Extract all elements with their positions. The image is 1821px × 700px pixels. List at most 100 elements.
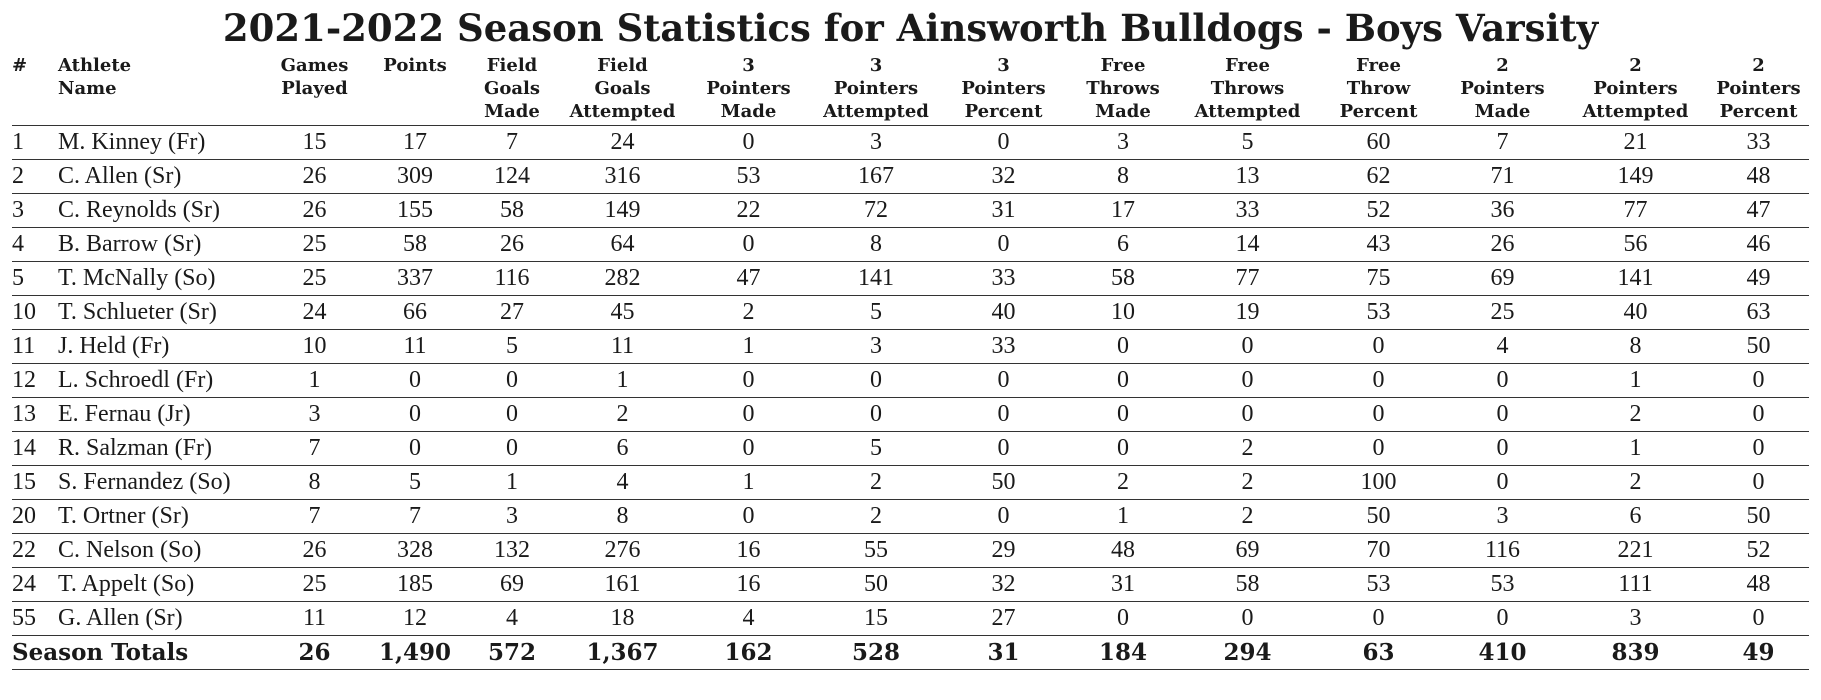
column-header: 3 Pointers Made: [686, 52, 811, 126]
stat-cell: 45: [559, 295, 686, 330]
column-header-line: Percent: [1339, 101, 1418, 122]
stat-cell: 0: [1315, 329, 1442, 364]
stat-cell: 0: [1180, 363, 1315, 398]
column-header-line: Attempted: [569, 101, 676, 122]
column-header-line: Throw: [1346, 78, 1411, 99]
total-stat-cell: 294: [1180, 635, 1315, 670]
stat-cell: 5: [811, 295, 941, 330]
table-row: 15 S. Fernandez (So) 8 5 1 4 1 2 50 2 2 100 0 2 0: [12, 465, 1809, 500]
column-header: 3 Pointers Percent: [941, 52, 1066, 126]
total-stat-cell: 184: [1066, 635, 1180, 670]
jersey-number-cell: 14: [12, 431, 54, 466]
stat-cell: 8: [264, 465, 365, 500]
stat-cell: 0: [1066, 601, 1180, 636]
stat-cell: 71: [1442, 159, 1563, 194]
column-header-line: Athlete: [58, 55, 132, 76]
table-row: 4 B. Barrow (Sr) 25 58 26 64 0 8 0 6 14 43 26 56 46: [12, 227, 1809, 262]
stat-cell: 32: [941, 159, 1066, 194]
stat-cell: 8: [811, 227, 941, 262]
stat-cell: 6: [1563, 499, 1708, 534]
stat-cell: 0: [1180, 329, 1315, 364]
column-header-line: Percent: [1719, 101, 1798, 122]
stat-cell: 47: [1708, 193, 1809, 228]
stat-cell: 132: [465, 533, 559, 568]
stat-cell: 0: [1066, 397, 1180, 432]
column-header: Free Throws Attempted: [1180, 52, 1315, 126]
stat-cell: 8: [1563, 329, 1708, 364]
stat-cell: 36: [1442, 193, 1563, 228]
stat-cell: 29: [941, 533, 1066, 568]
stat-cell: 25: [264, 227, 365, 262]
stat-cell: 70: [1315, 533, 1442, 568]
column-header-line: Name: [58, 78, 117, 99]
column-header-line: Throws: [1086, 78, 1160, 99]
stat-cell: 0: [1315, 601, 1442, 636]
stat-cell: 221: [1563, 533, 1708, 568]
stat-cell: 25: [264, 261, 365, 296]
stat-cell: 1: [465, 465, 559, 500]
stat-cell: 0: [365, 397, 465, 432]
stat-cell: 52: [1708, 533, 1809, 568]
column-header: Field Goals Attempted: [559, 52, 686, 126]
stat-cell: 3: [1066, 125, 1180, 160]
stat-cell: 58: [365, 227, 465, 262]
stat-cell: 17: [365, 125, 465, 160]
stat-cell: 63: [1708, 295, 1809, 330]
table-row: 3 C. Reynolds (Sr) 26 155 58 149 22 72 31 17 33 52 3…: [12, 193, 1809, 228]
stat-cell: 5: [811, 431, 941, 466]
column-header: 2 Pointers Made: [1442, 52, 1563, 126]
jersey-number-cell: 12: [12, 363, 54, 398]
stat-cell: 0: [686, 125, 811, 160]
column-header-line: Goals: [483, 78, 540, 99]
stat-cell: 16: [686, 533, 811, 568]
stat-cell: 0: [1180, 397, 1315, 432]
stat-cell: 16: [686, 567, 811, 602]
stat-cell: 2: [811, 465, 941, 500]
stat-cell: 69: [1442, 261, 1563, 296]
stat-cell: 26: [264, 533, 365, 568]
stat-cell: 19: [1180, 295, 1315, 330]
column-header: 2 Pointers Attempted: [1563, 52, 1708, 126]
stat-cell: 33: [941, 329, 1066, 364]
jersey-number-cell: 13: [12, 397, 54, 432]
total-stat-cell: 31: [941, 635, 1066, 670]
stat-cell: 0: [365, 431, 465, 466]
stat-cell: 0: [1315, 431, 1442, 466]
stat-cell: 4: [1442, 329, 1563, 364]
stat-cell: 1: [559, 363, 686, 398]
stat-cell: 48: [1066, 533, 1180, 568]
total-stat-cell: 1,490: [365, 635, 465, 670]
jersey-number-cell: 24: [12, 567, 54, 602]
jersey-number-cell: 20: [12, 499, 54, 534]
column-header-line: Free: [1225, 55, 1270, 76]
stat-cell: 0: [465, 363, 559, 398]
stat-cell: 0: [686, 227, 811, 262]
athlete-name-cell: R. Salzman (Fr): [54, 431, 264, 466]
stat-cell: 0: [941, 397, 1066, 432]
table-row: 11 J. Held (Fr) 10 11 5 11 1 3 33 0 0 0 4 8 50: [12, 329, 1809, 364]
stat-cell: 24: [264, 295, 365, 330]
stat-cell: 53: [1315, 295, 1442, 330]
stat-cell: 1: [686, 465, 811, 500]
stat-cell: 48: [1708, 159, 1809, 194]
stat-cell: 15: [811, 601, 941, 636]
jersey-number-cell: 22: [12, 533, 54, 568]
column-header: 3 Pointers Attempted: [811, 52, 941, 126]
column-header-line: 3: [742, 55, 755, 76]
stat-cell: 2: [1563, 465, 1708, 500]
stat-cell: 0: [1066, 329, 1180, 364]
stat-cell: 6: [1066, 227, 1180, 262]
total-stat-cell: 528: [811, 635, 941, 670]
stat-cell: 33: [941, 261, 1066, 296]
stat-cell: 185: [365, 567, 465, 602]
stat-cell: 8: [559, 499, 686, 534]
jersey-number-cell: 15: [12, 465, 54, 500]
table-row: 5 T. McNally (So) 25 337 116 282 47 141 33 58 77 75…: [12, 261, 1809, 296]
stat-cell: 1: [264, 363, 365, 398]
stat-cell: 7: [365, 499, 465, 534]
column-header: Free Throw Percent: [1315, 52, 1442, 126]
stat-cell: 8: [1066, 159, 1180, 194]
stat-cell: 40: [1563, 295, 1708, 330]
stat-cell: 27: [465, 295, 559, 330]
